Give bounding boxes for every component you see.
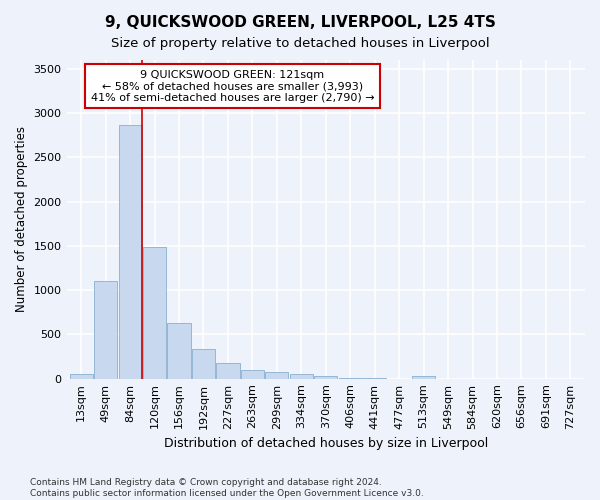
Bar	[412, 376, 435, 378]
Bar	[192, 348, 215, 378]
Bar	[314, 376, 337, 378]
Bar	[143, 247, 166, 378]
Text: 9 QUICKSWOOD GREEN: 121sqm
← 58% of detached houses are smaller (3,993)
41% of s: 9 QUICKSWOOD GREEN: 121sqm ← 58% of deta…	[91, 70, 374, 103]
Text: 9, QUICKSWOOD GREEN, LIVERPOOL, L25 4TS: 9, QUICKSWOOD GREEN, LIVERPOOL, L25 4TS	[104, 15, 496, 30]
Bar	[119, 124, 142, 378]
Bar	[167, 323, 191, 378]
X-axis label: Distribution of detached houses by size in Liverpool: Distribution of detached houses by size …	[164, 437, 488, 450]
Text: Size of property relative to detached houses in Liverpool: Size of property relative to detached ho…	[110, 38, 490, 51]
Bar	[70, 374, 93, 378]
Bar	[265, 372, 289, 378]
Text: Contains HM Land Registry data © Crown copyright and database right 2024.
Contai: Contains HM Land Registry data © Crown c…	[30, 478, 424, 498]
Bar	[241, 370, 264, 378]
Y-axis label: Number of detached properties: Number of detached properties	[15, 126, 28, 312]
Bar	[290, 374, 313, 378]
Bar	[94, 282, 117, 378]
Bar	[217, 363, 239, 378]
